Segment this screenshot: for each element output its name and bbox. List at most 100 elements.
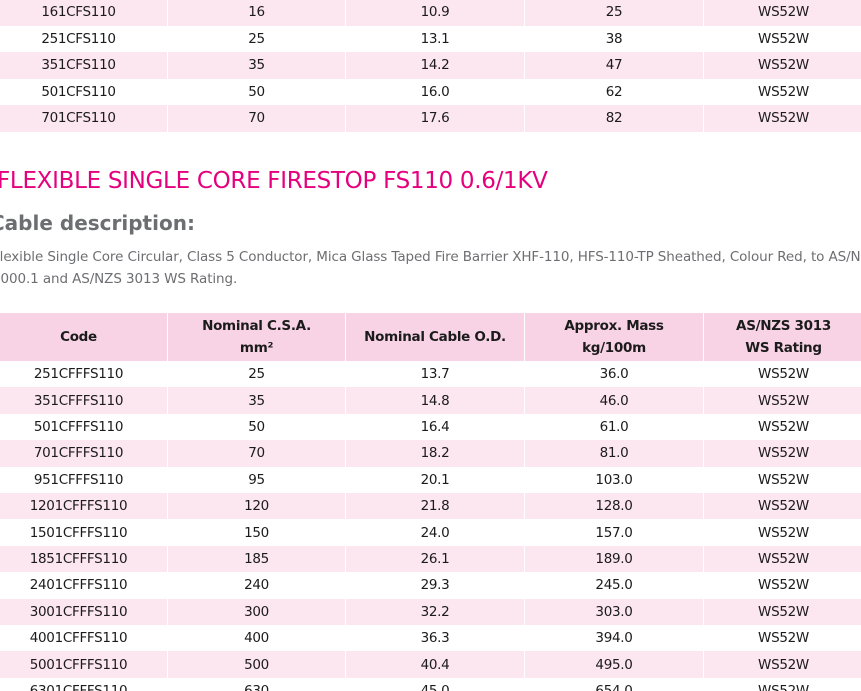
table-cell: 10.9 [346,0,525,26]
table-cell: 6301CFFFS110 [0,677,168,691]
header-text: Nominal Cable O.D. [364,329,506,345]
table-cell: 25 [525,0,704,26]
table-cell: 157.0 [525,519,704,546]
table-cell: 245.0 [525,572,704,599]
table-cell: 161CFS110 [0,0,168,26]
table-cell: 35 [168,52,346,79]
table-cell: 951CFFFS110 [0,466,168,493]
table-cell: 303.0 [525,598,704,625]
table-cell: 654.0 [525,677,704,691]
table-cell: 47 [525,52,704,79]
table-cell: 46.0 [525,387,704,414]
header-text: Code [60,329,97,345]
table-cell: 103.0 [525,466,704,493]
table-cell: 1851CFFFS110 [0,545,168,573]
header-cell: Approx. Mass kg/100m [525,313,704,361]
table-cell: 13.1 [346,25,525,52]
table-cell: WS52W [704,651,861,678]
table-cell: 13.7 [346,361,525,388]
table-cell: 17.6 [346,105,525,132]
table-cell: WS52W [704,361,861,387]
table-cell: 251CFS110 [0,25,168,52]
table-cell: WS52W [704,519,861,545]
table-cell: WS52W [704,625,861,651]
table-cell: WS52W [704,678,861,691]
table-cell: 20.1 [346,466,525,493]
table-cell: 45.0 [346,677,525,691]
table-cell: WS52W [704,52,861,79]
table-cell: 36.3 [346,625,525,652]
table-cell: 25 [168,25,346,52]
header-text: WS Rating [745,340,822,356]
table-cell: 5001CFFFS110 [0,651,168,678]
header-text: mm² [239,340,274,356]
table-cell: WS52W [704,0,861,26]
table-cell: 394.0 [525,625,704,652]
table-cell: 16.0 [346,78,525,105]
table-cell: 150 [168,519,346,546]
table-cell: 18.2 [346,440,525,467]
table-cell: 35 [168,387,346,414]
table-cell: 62 [525,78,704,105]
table-cell: 4001CFFFS110 [0,625,168,652]
table-cell: 16 [168,0,346,26]
table-cell: 500 [168,651,346,678]
table-cell: 50 [168,413,346,441]
description-line: 3000.1 and AS/NZS 3013 WS Rating. [0,271,238,287]
header-cell: AS/NZS 3013 WS Rating [704,313,861,361]
table-cell: 701CFFFS110 [0,440,168,467]
table-cell: 95 [168,466,346,493]
header-text: kg/100m [582,340,646,356]
table-cell: 38 [525,25,704,52]
table-cell: 495.0 [525,651,704,678]
header-cell: Code [0,313,168,361]
table-cell: 14.8 [346,387,525,414]
table-cell: 701CFS110 [0,105,168,132]
table-cell: 300 [168,598,346,625]
table-cell: 120 [168,493,346,520]
header-cell: Nominal C.S.A. mm² [168,313,346,361]
table-cell: 24.0 [346,519,525,546]
table-cell: 501CFFFS110 [0,413,168,441]
header-text: Approx. Mass [564,318,664,334]
table-cell: 2401CFFFS110 [0,572,168,599]
table-cell: 70 [168,105,346,132]
table-cell: WS52W [704,440,861,467]
table-cell: 40.4 [346,651,525,678]
table-cell: WS52W [704,79,861,106]
section-title: FLEXIBLE SINGLE CORE FIRESTOP FS110 0.6/… [0,168,548,194]
table-cell: WS52W [704,598,861,625]
table-cell: 400 [168,625,346,652]
table-cell: WS52W [704,387,861,414]
table-cell: 82 [525,105,704,132]
table-cell: 25 [168,361,346,388]
table-cell: 1201CFFFS110 [0,493,168,520]
table-cell: WS52W [704,572,861,598]
table-cell: 50 [168,78,346,105]
header-text: AS/NZS 3013 [736,318,831,334]
table-cell: WS52W [704,493,861,520]
table-cell: 189.0 [525,545,704,573]
table-cell: 351CFS110 [0,52,168,79]
header-cell: Nominal Cable O.D. [346,313,525,361]
table-cell: WS52W [704,467,861,493]
table-cell: WS52W [704,414,861,440]
table-cell: WS52W [704,545,861,573]
table-cell: WS52W [704,105,861,132]
table-cell: 26.1 [346,545,525,573]
header-text: Nominal C.S.A. [202,318,311,334]
table-cell: 185 [168,545,346,573]
table-cell: 81.0 [525,440,704,467]
table-cell: 29.3 [346,572,525,599]
table-cell: 1501CFFFS110 [0,519,168,546]
table-cell: 21.8 [346,493,525,520]
table-cell: 240 [168,572,346,599]
table-cell: WS52W [704,26,861,53]
table-cell: 61.0 [525,413,704,441]
table-cell: 351CFFFS110 [0,387,168,414]
table-cell: 501CFS110 [0,78,168,105]
section-subtitle: Cable description: [0,211,195,235]
table-cell: 36.0 [525,361,704,388]
table-cell: 251CFFFS110 [0,361,168,388]
